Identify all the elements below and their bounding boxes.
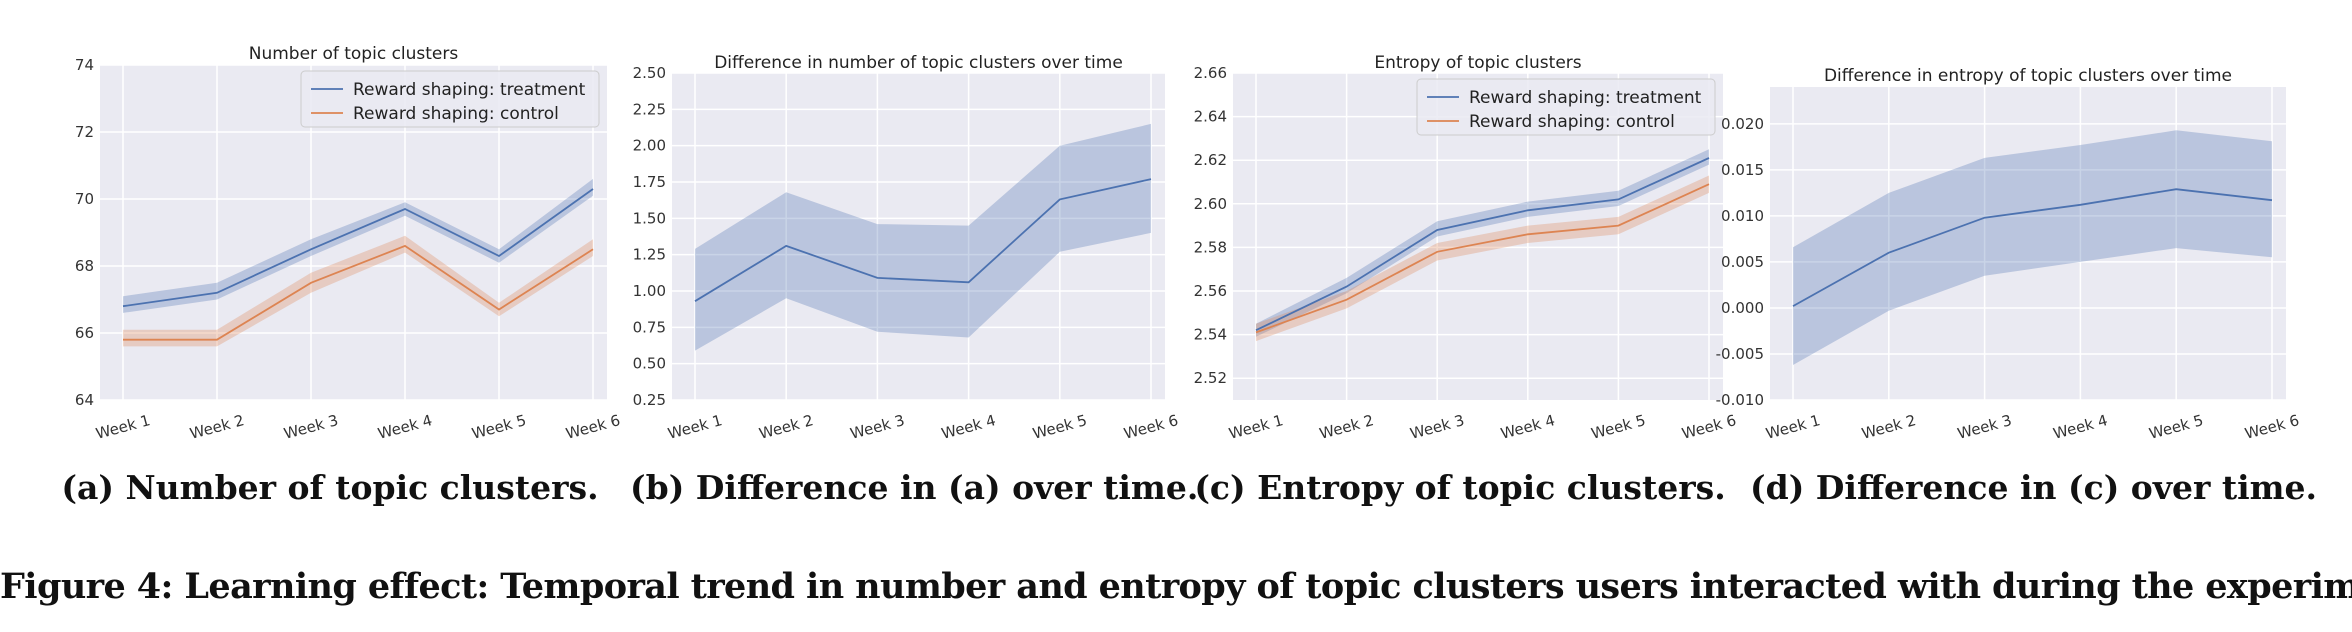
chart-panel-0: 64 66 68 70 72 74 Week 1 Week 2 Week 3 Week 4 Week… [75, 44, 622, 443]
x-tick-label: Week 3 [282, 411, 340, 443]
x-tick-label: Week 5 [1589, 411, 1647, 443]
legend-label-1: Reward shaping: control [353, 104, 559, 124]
legend-label-0: Reward shaping: treatment [1469, 88, 1702, 108]
x-tick-label: Week 3 [1956, 411, 2014, 443]
plot-area [672, 73, 1165, 400]
y-tick-label: 2.64 [1194, 108, 1227, 126]
chart-panel-1: 0.25 0.50 0.75 1.00 1.25 1.50 1.75 2.00 2.25 2.50… [633, 53, 1181, 443]
y-tick-label: 0.005 [1721, 253, 1764, 271]
legend-label-0: Reward shaping: treatment [353, 80, 586, 100]
y-tick-label: 68 [75, 257, 94, 275]
y-tick-label: 72 [75, 123, 94, 141]
confidence-band-0 [1793, 130, 2272, 365]
caption-b: (b) Difference in (a) over time. [630, 468, 1199, 507]
y-tick-label: 0.010 [1721, 207, 1764, 225]
y-tick-label: 0.50 [633, 355, 666, 373]
y-tick-label: 2.62 [1194, 151, 1227, 169]
chart-title: Difference in number of topic clusters o… [714, 53, 1123, 73]
series-line-0 [1255, 157, 1710, 332]
y-tick-label: 2.60 [1194, 195, 1227, 213]
y-tick-label: 1.75 [633, 173, 666, 191]
caption-a: (a) Number of topic clusters. [61, 468, 599, 507]
y-tick-label: 0.75 [633, 318, 666, 336]
x-tick-label: Week 2 [1860, 411, 1918, 443]
x-tick-label: Week 2 [757, 411, 815, 443]
x-tick-label: Week 4 [2051, 411, 2109, 443]
y-tick-label: 70 [75, 190, 94, 208]
series-line-0 [694, 178, 1152, 302]
y-tick-label: 2.52 [1194, 369, 1227, 387]
confidence-band-1 [1256, 175, 1709, 342]
y-tick-label: 0.015 [1721, 161, 1764, 179]
x-tick-label: Week 1 [1764, 411, 1822, 443]
x-tick-label: Week 6 [1122, 411, 1180, 443]
legend-box [300, 70, 600, 128]
chart-panel-3: -0.010 -0.005 0.000 0.005 0.010 0.015 0.020 Wee… [1716, 66, 2301, 443]
x-tick-label: Week 6 [564, 411, 622, 443]
series-line-1 [1255, 183, 1710, 334]
y-tick-label: 0.25 [633, 391, 666, 409]
x-tick-label: Week 1 [1227, 411, 1285, 443]
x-tick-label: Week 4 [940, 411, 998, 443]
y-tick-label: 64 [75, 391, 94, 409]
x-tick-label: Week 5 [1031, 411, 1089, 443]
series-line-1 [123, 244, 594, 341]
y-tick-label: -0.010 [1716, 391, 1764, 409]
y-tick-label: 74 [75, 56, 94, 74]
y-tick-label: 2.25 [633, 100, 666, 118]
y-tick-label: 2.50 [633, 64, 666, 82]
plot-area [1770, 87, 2286, 400]
y-tick-label: 2.00 [633, 137, 666, 155]
x-tick-label: Week 3 [848, 411, 906, 443]
y-tick-label: 2.66 [1194, 64, 1227, 82]
confidence-band-0 [123, 178, 593, 313]
x-tick-label: Week 6 [2243, 411, 2301, 443]
chart-title: Number of topic clusters [249, 44, 459, 64]
confidence-band-1 [123, 235, 593, 347]
chart-title: Difference in entropy of topic clusters … [1824, 66, 2232, 86]
caption-d: (d) Difference in (c) over time. [1750, 468, 2318, 507]
y-tick-label: 2.54 [1194, 326, 1227, 344]
chart-panel-2: 2.52 2.54 2.56 2.58 2.60 2.62 2.64 2.66 Week 1 We… [1194, 53, 1739, 443]
legend-box [1416, 78, 1716, 136]
y-tick-label: 2.56 [1194, 282, 1227, 300]
y-tick-label: 2.58 [1194, 238, 1227, 256]
y-tick-label: 1.50 [633, 209, 666, 227]
chart-title: Entropy of topic clusters [1374, 53, 1581, 73]
x-tick-label: Week 3 [1408, 411, 1466, 443]
x-tick-label: Week 2 [1318, 411, 1376, 443]
series-line-0 [1792, 188, 2273, 307]
figure-caption: Figure 4: Learning effect: Temporal tren… [0, 566, 2352, 607]
x-tick-label: Week 1 [666, 411, 724, 443]
confidence-band-0 [1256, 149, 1709, 337]
legend-label-1: Reward shaping: control [1469, 112, 1675, 132]
confidence-band-0 [695, 123, 1151, 351]
series-line-0 [122, 188, 594, 308]
y-tick-label: 1.25 [633, 246, 666, 264]
x-tick-label: Week 5 [470, 411, 528, 443]
x-tick-label: Week 6 [1680, 411, 1738, 443]
y-tick-label: 66 [75, 324, 94, 342]
x-tick-label: Week 4 [1499, 411, 1557, 443]
y-tick-label: 0.000 [1721, 299, 1764, 317]
x-tick-label: Week 2 [188, 411, 246, 443]
y-tick-label: 1.00 [633, 282, 666, 300]
y-tick-label: -0.005 [1716, 345, 1764, 363]
x-tick-label: Week 4 [376, 411, 434, 443]
y-tick-label: 0.020 [1721, 115, 1764, 133]
x-tick-label: Week 5 [2147, 411, 2205, 443]
x-tick-label: Week 1 [94, 411, 152, 443]
caption-c: (c) Entropy of topic clusters. [1194, 468, 1726, 507]
